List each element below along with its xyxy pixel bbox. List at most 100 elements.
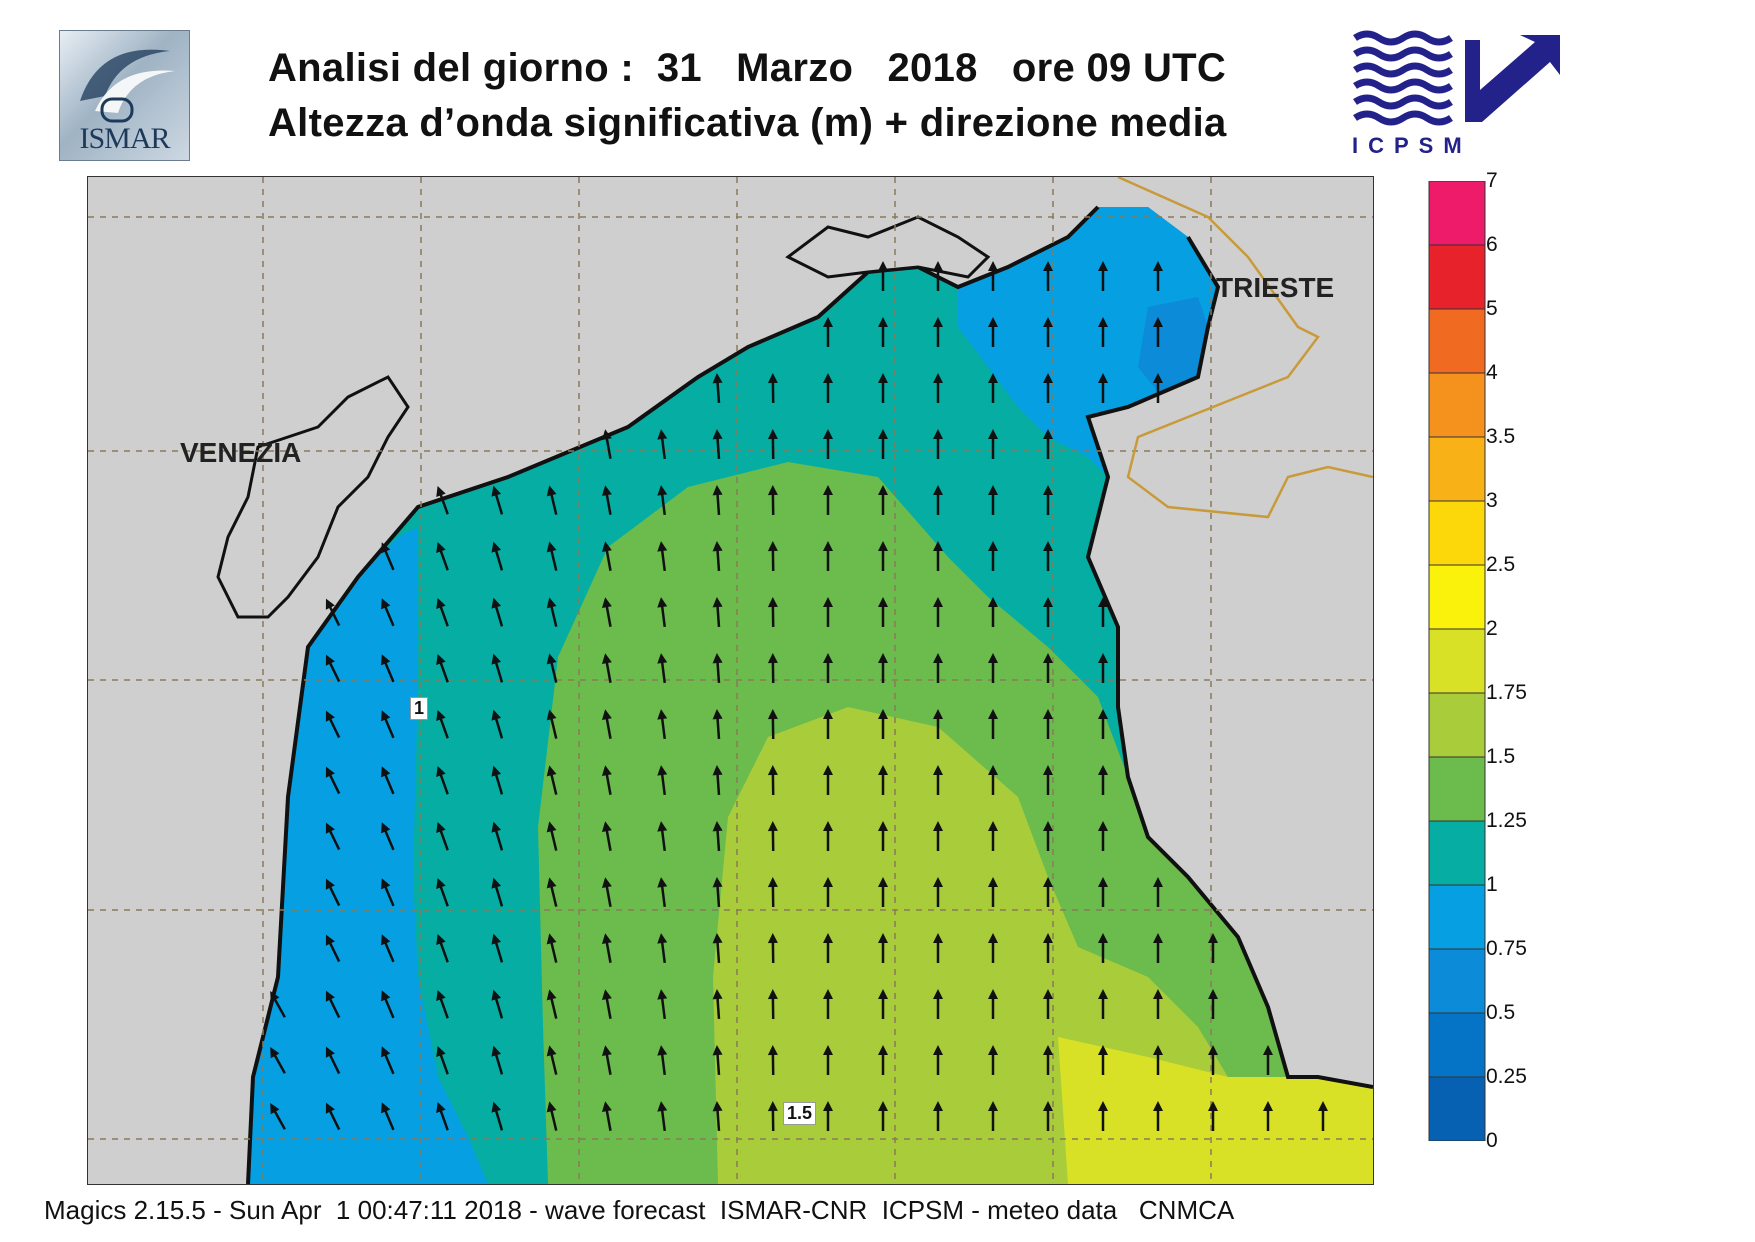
colorbar-band bbox=[1428, 180, 1486, 246]
colorbar-band bbox=[1428, 820, 1486, 886]
wave-arrow bbox=[767, 1101, 778, 1132]
wave-arrow bbox=[325, 878, 341, 907]
wave-arrow bbox=[1098, 765, 1108, 795]
wave-arrow bbox=[988, 709, 998, 739]
map-title-line2: Altezza d’onda significativa (m) + direz… bbox=[268, 101, 1227, 145]
wave-arrow bbox=[933, 877, 943, 907]
wave-arrow bbox=[1043, 541, 1053, 571]
wave-arrow bbox=[1098, 709, 1108, 739]
wave-arrow bbox=[1043, 1045, 1053, 1075]
wave-arrow bbox=[1043, 1101, 1053, 1131]
colorbar-legend bbox=[1428, 180, 1488, 1146]
wave-arrow bbox=[933, 1101, 943, 1131]
ismar-emblem-icon bbox=[80, 49, 175, 123]
wave-arrow bbox=[988, 821, 998, 851]
colorbar-tick-label: 0.5 bbox=[1486, 1001, 1516, 1024]
icpsm-logo: ICPSM bbox=[1350, 30, 1580, 160]
wave-arrow bbox=[1098, 877, 1108, 907]
wave-arrow bbox=[657, 765, 668, 796]
wave-arrow bbox=[988, 933, 998, 963]
wave-arrow bbox=[491, 485, 504, 515]
colorbar-tick-label: 6 bbox=[1486, 233, 1498, 256]
wave-arrow bbox=[436, 541, 449, 571]
wave-arrow bbox=[436, 597, 449, 627]
wave-arrow bbox=[436, 765, 449, 795]
city-label-venezia: VENEZIA bbox=[180, 437, 302, 468]
wave-arrow bbox=[657, 933, 668, 964]
wave-arrow bbox=[1208, 1045, 1218, 1075]
wave-arrow bbox=[1043, 709, 1053, 739]
wave-arrow bbox=[1043, 821, 1053, 851]
wave-arrow bbox=[767, 765, 778, 796]
ismar-logo-text: ISMAR bbox=[79, 122, 170, 155]
wave-arrow bbox=[767, 653, 778, 684]
wave-arrow bbox=[1043, 373, 1053, 403]
wave-arrow bbox=[325, 1102, 341, 1131]
colorbar-tick-label: 2 bbox=[1486, 617, 1498, 640]
icpsm-logo-text: ICPSM bbox=[1352, 133, 1472, 158]
wave-arrow bbox=[491, 541, 504, 571]
wave-arrow bbox=[933, 261, 943, 291]
wave-arrow bbox=[325, 654, 341, 683]
wave-arrow bbox=[381, 710, 395, 739]
wave-arrow bbox=[1043, 765, 1053, 795]
wave-arrow bbox=[933, 485, 943, 515]
wave-arrow bbox=[602, 1045, 612, 1075]
colorbar-band bbox=[1428, 1012, 1486, 1078]
wave-arrow bbox=[1098, 317, 1108, 347]
wave-arrow bbox=[1153, 933, 1163, 963]
wave-arrow bbox=[657, 485, 668, 516]
wave-arrow bbox=[1153, 261, 1163, 291]
wave-arrow bbox=[546, 821, 558, 851]
wave-arrow bbox=[767, 485, 778, 516]
wave-arrow bbox=[491, 933, 504, 963]
wave-arrow bbox=[988, 653, 998, 683]
colorbar-tick-label: 1.75 bbox=[1486, 681, 1527, 704]
wave-arrow bbox=[1153, 989, 1163, 1019]
country-border bbox=[1117, 175, 1374, 519]
city-label-trieste: TRIESTE bbox=[1216, 272, 1335, 303]
wave-arrow bbox=[988, 373, 998, 403]
wave-arrow bbox=[381, 598, 395, 627]
wave-arrow bbox=[602, 597, 612, 627]
wave-arrow bbox=[602, 709, 612, 739]
colorbar-tick-label: 0.25 bbox=[1486, 1065, 1527, 1088]
wave-arrow bbox=[933, 597, 943, 627]
wave-arrow bbox=[933, 429, 943, 459]
wave-arrow bbox=[546, 989, 558, 1019]
wave-arrow bbox=[1098, 1101, 1108, 1131]
wave-arrow bbox=[712, 429, 723, 460]
wave-arrow bbox=[767, 821, 778, 852]
wave-arrow bbox=[823, 485, 833, 515]
wave-arrow bbox=[767, 373, 778, 404]
colorbar-tick-label: 2.5 bbox=[1486, 553, 1516, 576]
wave-arrow bbox=[381, 878, 395, 907]
wave-arrow bbox=[546, 653, 558, 683]
colorbar-band bbox=[1428, 308, 1486, 374]
wave-arrow bbox=[767, 709, 778, 740]
wave-arrow bbox=[878, 261, 888, 291]
wave-arrow bbox=[823, 653, 833, 683]
wave-arrow bbox=[933, 317, 943, 347]
wave-arrow bbox=[436, 821, 449, 851]
colorbar-band bbox=[1428, 756, 1486, 822]
wave-arrow bbox=[1043, 989, 1053, 1019]
wave-arrow bbox=[712, 1045, 723, 1076]
wave-arrow bbox=[1153, 877, 1163, 907]
wave-arrow bbox=[988, 597, 998, 627]
wave-arrow bbox=[933, 709, 943, 739]
wave-arrow bbox=[381, 654, 395, 683]
colorbar-tick-label: 1 bbox=[1486, 873, 1498, 896]
wave-arrow bbox=[712, 1101, 723, 1132]
wave-arrow bbox=[712, 541, 723, 572]
wave-arrow bbox=[381, 1102, 395, 1131]
wave-arrow bbox=[657, 1045, 668, 1076]
wave-arrow bbox=[988, 1101, 998, 1131]
wave-arrow bbox=[988, 765, 998, 795]
wave-arrow bbox=[1153, 1101, 1163, 1131]
wave-arrow bbox=[823, 709, 833, 739]
colorbar-band bbox=[1428, 244, 1486, 310]
wave-arrow bbox=[491, 1101, 504, 1131]
wave-arrow bbox=[1098, 373, 1108, 403]
wave-arrow bbox=[878, 821, 888, 851]
